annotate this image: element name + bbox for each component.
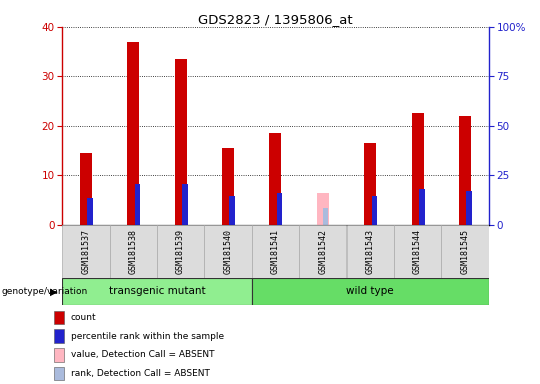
Text: percentile rank within the sample: percentile rank within the sample <box>71 331 224 341</box>
Bar <box>62 278 252 305</box>
Bar <box>252 278 489 305</box>
Bar <box>157 225 204 278</box>
Bar <box>467 191 472 225</box>
Text: GSM181540: GSM181540 <box>224 229 233 274</box>
Bar <box>459 116 471 225</box>
Bar <box>394 225 441 278</box>
Text: GSM181545: GSM181545 <box>461 229 469 274</box>
Bar <box>110 225 157 278</box>
Bar <box>230 196 235 225</box>
Text: genotype/variation: genotype/variation <box>2 287 88 296</box>
Bar <box>372 196 377 225</box>
Text: wild type: wild type <box>346 286 394 296</box>
Bar <box>174 59 186 225</box>
Bar <box>134 184 140 225</box>
Bar <box>252 225 299 278</box>
Bar <box>411 113 423 225</box>
Text: GSM181543: GSM181543 <box>366 229 375 274</box>
Text: GSM181539: GSM181539 <box>176 229 185 274</box>
Text: count: count <box>71 313 96 322</box>
Bar <box>127 42 139 225</box>
Bar <box>54 329 64 343</box>
Text: GSM181542: GSM181542 <box>318 229 327 274</box>
Text: GSM181541: GSM181541 <box>271 229 280 274</box>
Bar <box>276 193 282 225</box>
Bar <box>87 198 93 225</box>
Bar <box>323 208 328 225</box>
Text: GSM181538: GSM181538 <box>129 229 138 274</box>
Bar <box>317 192 329 225</box>
Bar <box>419 189 424 225</box>
Bar <box>62 225 110 278</box>
Text: GSM181537: GSM181537 <box>82 229 90 274</box>
Bar <box>364 143 376 225</box>
Bar <box>299 225 347 278</box>
Bar <box>204 225 252 278</box>
Bar <box>80 153 92 225</box>
Text: value, Detection Call = ABSENT: value, Detection Call = ABSENT <box>71 350 214 359</box>
Bar <box>269 133 281 225</box>
Title: GDS2823 / 1395806_at: GDS2823 / 1395806_at <box>198 13 353 26</box>
Text: rank, Detection Call = ABSENT: rank, Detection Call = ABSENT <box>71 369 210 378</box>
Bar <box>441 225 489 278</box>
Bar <box>222 148 234 225</box>
Bar <box>54 311 64 324</box>
Text: GSM181544: GSM181544 <box>413 229 422 274</box>
Bar <box>54 367 64 380</box>
Bar <box>54 348 64 362</box>
Text: transgenic mutant: transgenic mutant <box>109 286 205 296</box>
Bar <box>347 225 394 278</box>
Text: ▶: ▶ <box>50 286 58 296</box>
Bar <box>182 184 187 225</box>
